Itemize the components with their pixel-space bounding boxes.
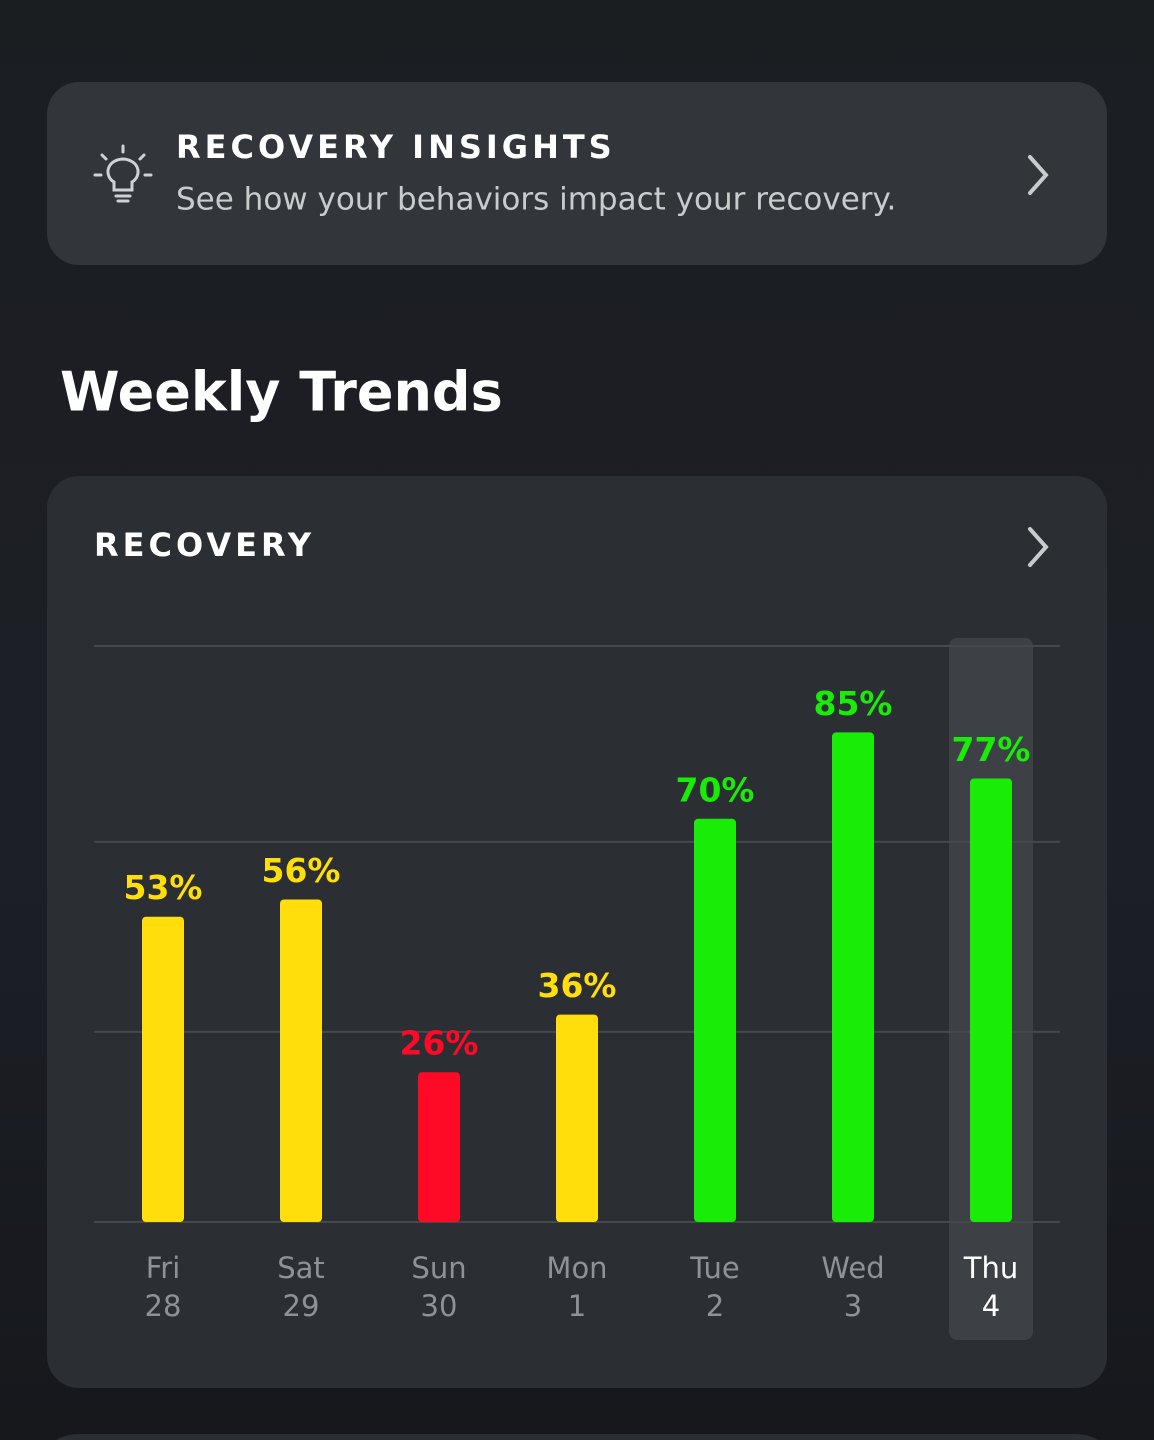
value-label: 85% xyxy=(814,684,893,723)
bar xyxy=(142,916,184,1222)
bar xyxy=(694,818,736,1222)
bar xyxy=(556,1014,598,1222)
x-tick-sublabel: 30 xyxy=(421,1289,458,1323)
section-title: Weekly Trends xyxy=(60,361,503,424)
insights-subtitle: See how your behaviors impact your recov… xyxy=(176,182,896,218)
x-tick-sublabel: 4 xyxy=(982,1289,1000,1323)
value-label: 70% xyxy=(676,770,755,809)
x-tick-label: Sat xyxy=(277,1251,325,1285)
x-tick-sublabel: 1 xyxy=(568,1289,586,1323)
bar xyxy=(970,778,1012,1222)
chart: Fri 28 53% Sat 29 56% Sun 30 26% Mon 1 36% Tue 2 70% We… xyxy=(94,638,1060,1340)
value-label: 26% xyxy=(400,1024,479,1063)
value-label: 36% xyxy=(538,966,617,1005)
chevron[interactable] xyxy=(1028,527,1049,567)
x-tick-label: Tue xyxy=(689,1251,740,1285)
next-card xyxy=(56,1434,1098,1440)
x-tick-label: Mon xyxy=(546,1251,607,1285)
bar xyxy=(832,732,874,1222)
chevron[interactable] xyxy=(1028,155,1049,195)
insights-card-bg[interactable] xyxy=(47,82,1107,265)
x-tick-sublabel: 2 xyxy=(706,1289,724,1323)
x-tick-sublabel: 29 xyxy=(283,1289,320,1323)
value-label: 77% xyxy=(952,730,1031,769)
bar xyxy=(280,899,322,1222)
x-tick-sublabel: 3 xyxy=(844,1289,862,1323)
x-tick-label: Thu xyxy=(963,1251,1018,1285)
bar xyxy=(418,1072,460,1222)
insights-title: RECOVERY INSIGHTS xyxy=(176,128,616,166)
lightbulb-icon xyxy=(93,144,153,203)
chart-title: RECOVERY xyxy=(94,526,315,564)
x-tick-label: Wed xyxy=(821,1251,884,1285)
x-tick-label: Sun xyxy=(411,1251,466,1285)
value-label: 53% xyxy=(124,868,203,907)
x-tick-sublabel: 28 xyxy=(145,1289,182,1323)
insights-card[interactable]: RECOVERY INSIGHTS See how your behaviors… xyxy=(47,82,1107,265)
x-tick-label: Fri xyxy=(146,1251,181,1285)
value-label: 56% xyxy=(262,851,341,890)
